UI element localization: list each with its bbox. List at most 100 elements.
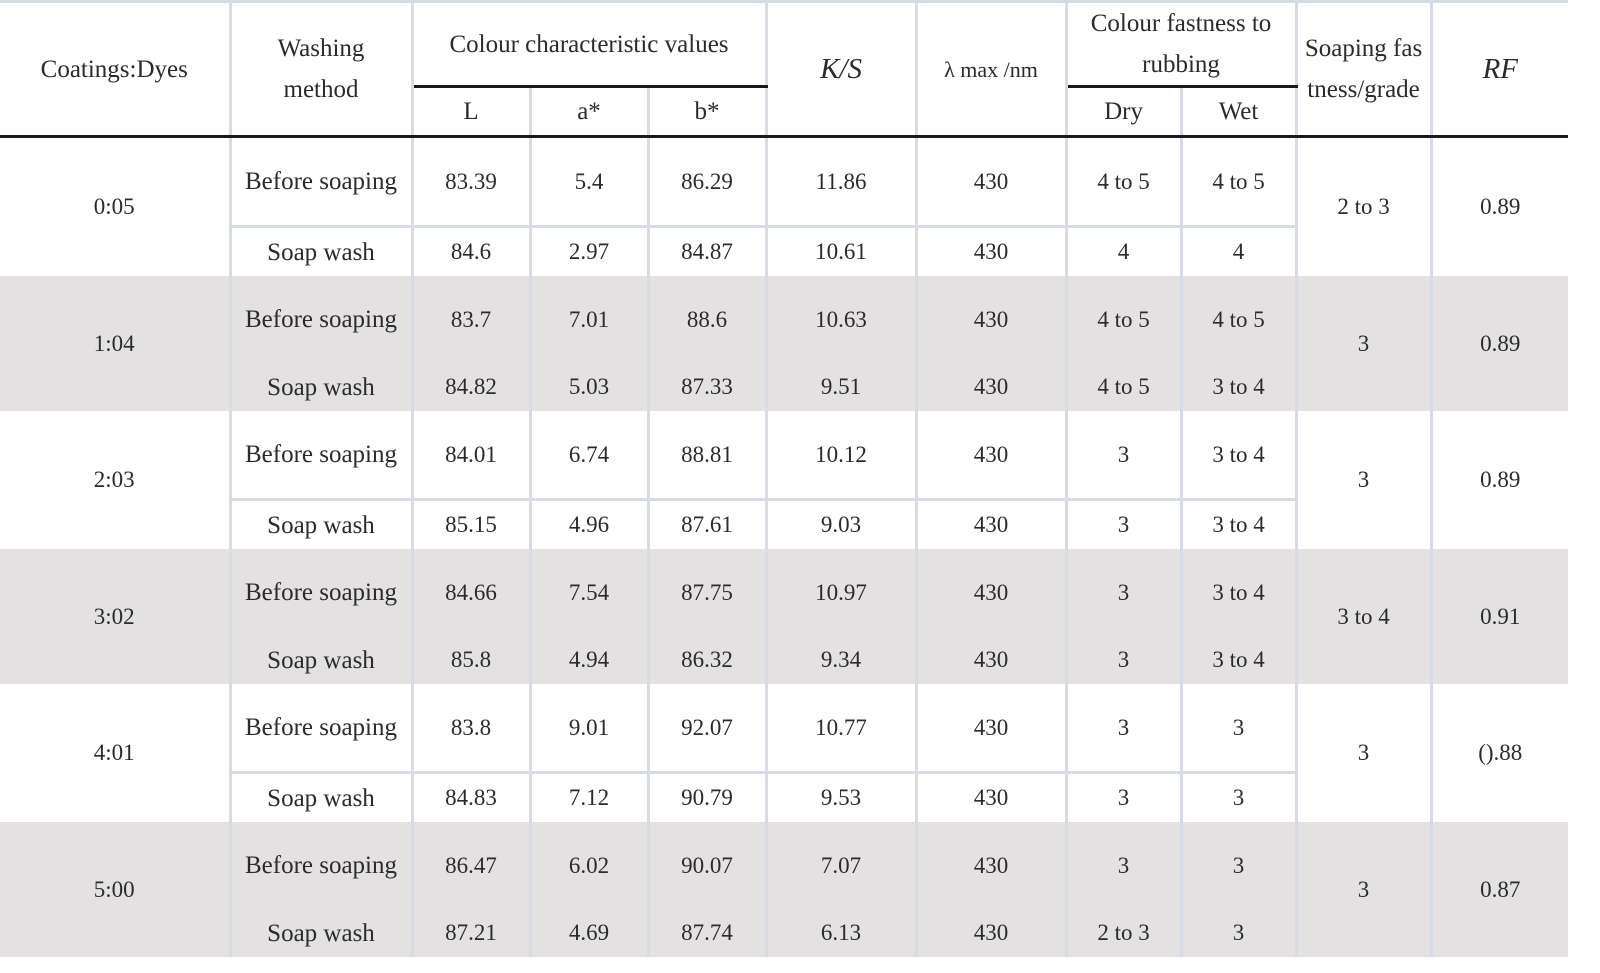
ks-value: 9.03 [764, 499, 918, 549]
dry-value: 4 to 5 [1064, 276, 1183, 363]
a-value: 7.01 [528, 276, 650, 363]
L-value: 87.21 [410, 909, 532, 957]
table-row: 0:05 Before soaping 83.39 5.4 86.29 11.86 430 4… [0, 136, 1569, 276]
lambda-value: 430 [914, 549, 1068, 636]
wet-value: 3 [1179, 684, 1298, 774]
ratio-cell: 0:05 [0, 136, 232, 276]
dry-value: 2 to 3 [1064, 909, 1183, 957]
results-table: Coatings:Dyes Washing method Colour char… [0, 0, 1569, 957]
soaping-fastness-cell: 3 [1294, 684, 1433, 822]
header-dry: Dry [1064, 86, 1183, 138]
dry-value: 3 [1064, 411, 1183, 501]
ks-value: 10.12 [764, 411, 918, 501]
method-cell: Before soaping [228, 136, 414, 228]
method-cell: Soap wash [228, 909, 414, 957]
ks-value: 9.34 [764, 636, 918, 684]
b-value: 88.81 [646, 411, 768, 501]
a-value: 5.4 [528, 136, 650, 228]
method-cell: Before soaping [228, 684, 414, 774]
lambda-value: 430 [914, 411, 1068, 501]
header-L: L [410, 86, 532, 138]
rf-cell: 0.89 [1429, 411, 1569, 549]
b-value: 90.07 [646, 822, 768, 909]
L-value: 83.7 [410, 276, 532, 363]
lambda-value: 430 [914, 822, 1068, 909]
b-value: 86.29 [646, 136, 768, 228]
L-value: 84.66 [410, 549, 532, 636]
ratio-cell: 4:01 [0, 684, 232, 822]
lambda-value: 430 [914, 636, 1068, 684]
a-value: 7.12 [528, 772, 650, 822]
soaping-fastness-cell: 3 [1294, 411, 1433, 549]
table-row: 1:04 Before soaping 83.7 7.01 88.6 10.63 430 4 … [0, 276, 1569, 411]
lambda-value: 430 [914, 226, 1068, 276]
table-row: 3:02 Before soaping 84.66 7.54 87.75 10.97 430… [0, 549, 1569, 684]
L-value: 86.47 [410, 822, 532, 909]
wet-value: 3 [1179, 772, 1298, 822]
table-row: Soap wash 85.8 4.94 86.32 9.34 430 3 3 to 4 [0, 636, 1568, 684]
b-value: 87.75 [646, 549, 768, 636]
table-row: 5:00 Before soaping 86.47 6.02 90.07 7.07 430 3… [0, 822, 1569, 957]
header-lambda-max: λ max /nm [914, 0, 1068, 138]
L-value: 84.82 [410, 363, 532, 411]
header-rubbing: Colour fastness to rubbing [1064, 0, 1298, 88]
method-cell: Before soaping [228, 411, 414, 501]
ks-value: 9.53 [764, 772, 918, 822]
lambda-value: 430 [914, 909, 1068, 957]
lambda-value: 430 [914, 136, 1068, 228]
soaping-fastness-cell: 3 to 4 [1294, 549, 1433, 684]
lambda-value: 430 [914, 499, 1068, 549]
wet-value: 3 to 4 [1179, 411, 1298, 501]
ks-value: 10.77 [764, 684, 918, 774]
ratio-cell: 1:04 [0, 276, 232, 411]
b-value: 86.32 [646, 636, 768, 684]
a-value: 4.96 [528, 499, 650, 549]
wet-value: 4 to 5 [1179, 136, 1298, 228]
rf-cell: 0.91 [1429, 549, 1569, 684]
wet-value: 3 [1179, 822, 1298, 909]
L-value: 84.83 [410, 772, 532, 822]
a-value: 2.97 [528, 226, 650, 276]
method-cell: Soap wash [228, 772, 414, 822]
table-body: 0:05 Before soaping 83.39 5.4 86.29 11.86 430 4… [0, 136, 1569, 957]
dry-value: 3 [1064, 772, 1183, 822]
table-row: Soap wash 84.83 7.12 90.79 9.53 430 3 3 [0, 772, 1568, 822]
a-value: 4.69 [528, 909, 650, 957]
table-row: Soap wash 84.6 2.97 84.87 10.61 430 4 4 [0, 226, 1568, 276]
b-value: 87.33 [646, 363, 768, 411]
b-value: 88.6 [646, 276, 768, 363]
a-value: 6.02 [528, 822, 650, 909]
results-table-container: Coatings:Dyes Washing method Colour char… [0, 0, 1569, 957]
method-cell: Soap wash [228, 499, 414, 549]
header-washing-method: Washing method [228, 0, 414, 138]
rf-cell: ().88 [1429, 684, 1569, 822]
ks-value: 10.61 [764, 226, 918, 276]
wet-value: 3 to 4 [1179, 363, 1298, 411]
L-value: 85.15 [410, 499, 532, 549]
table-row: Soap wash 85.15 4.96 87.61 9.03 430 3 3 to 4 [0, 499, 1568, 549]
a-value: 7.54 [528, 549, 650, 636]
L-value: 85.8 [410, 636, 532, 684]
a-value: 6.74 [528, 411, 650, 501]
ks-value: 10.97 [764, 549, 918, 636]
b-value: 87.74 [646, 909, 768, 957]
wet-value: 3 to 4 [1179, 499, 1298, 549]
L-value: 83.39 [410, 136, 532, 228]
lambda-value: 430 [914, 276, 1068, 363]
L-value: 83.8 [410, 684, 532, 774]
method-cell: Before soaping [228, 822, 414, 909]
lambda-value: 430 [914, 684, 1068, 774]
lambda-value: 430 [914, 772, 1068, 822]
header-soaping-fastness: Soaping fastness/grade [1294, 0, 1433, 138]
soaping-fastness-cell: 3 [1294, 822, 1433, 957]
table-header: Coatings:Dyes Washing method Colour char… [0, 0, 1569, 138]
a-value: 5.03 [528, 363, 650, 411]
dry-value: 4 to 5 [1064, 363, 1183, 411]
b-value: 87.61 [646, 499, 768, 549]
wet-value: 3 to 4 [1179, 549, 1298, 636]
method-cell: Soap wash [228, 636, 414, 684]
dry-value: 3 [1064, 636, 1183, 684]
ks-value: 10.63 [764, 276, 918, 363]
table-row: 4:01 Before soaping 83.8 9.01 92.07 10.77 430 3… [0, 684, 1569, 822]
